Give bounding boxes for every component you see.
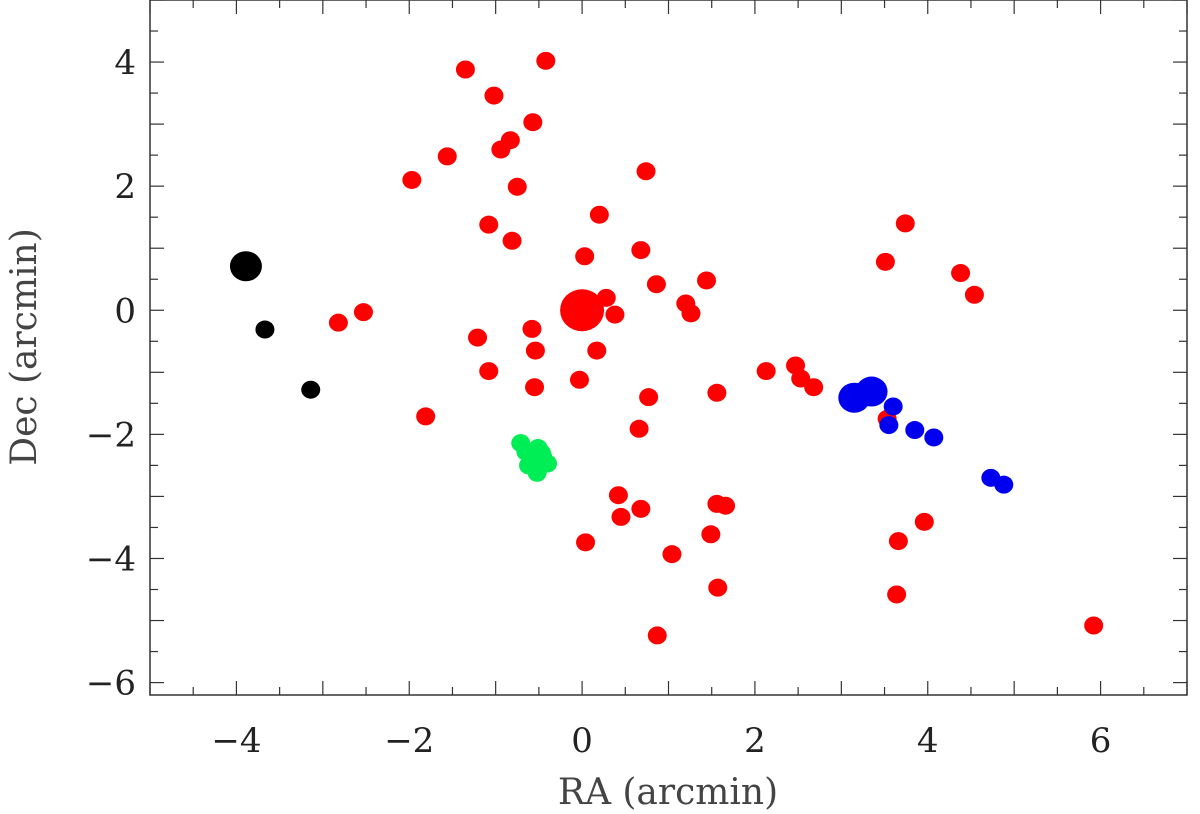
scatter-point xyxy=(701,525,721,544)
scatter-point xyxy=(479,215,499,234)
scatter-point xyxy=(697,271,717,290)
scatter-point xyxy=(523,113,543,132)
scatter-point xyxy=(875,252,895,271)
x-axis-label: RA (arcmin) xyxy=(558,772,778,813)
scatter-point xyxy=(611,507,631,526)
tick-labels: −4 −2 0 2 4 6 −6 −4 −2 0 2 4 xyxy=(86,43,1112,761)
data-points xyxy=(229,51,1104,645)
scatter-point xyxy=(924,428,944,447)
scatter-point xyxy=(804,378,824,397)
x-tick-label: 0 xyxy=(571,721,593,761)
scatter-point xyxy=(887,585,907,604)
scatter-point xyxy=(328,313,348,332)
axis-ticks xyxy=(149,0,1188,695)
scatter-point xyxy=(416,407,436,426)
scatter-point xyxy=(507,177,527,196)
scatter-point xyxy=(525,341,545,360)
scatter-point xyxy=(569,370,589,389)
scatter-point xyxy=(888,532,908,551)
scatter-point xyxy=(647,626,667,645)
scatter-point xyxy=(707,383,727,402)
scatter-point xyxy=(914,512,934,531)
y-tick-label: −6 xyxy=(86,664,136,704)
scatter-point xyxy=(681,304,701,323)
scatter-point xyxy=(608,486,628,505)
scatter-point xyxy=(491,140,511,159)
scatter-point xyxy=(631,241,651,260)
scatter-point xyxy=(994,475,1014,494)
scatter-point xyxy=(536,51,556,70)
scatter-point xyxy=(883,397,903,416)
scatter-point xyxy=(402,170,422,189)
x-tick-label: −2 xyxy=(384,721,434,761)
scatter-point xyxy=(879,416,899,435)
scatter-point xyxy=(301,380,321,399)
x-tick-label: 2 xyxy=(744,721,766,761)
scatter-point xyxy=(629,419,649,438)
scatter-point xyxy=(951,264,971,283)
scatter-point xyxy=(229,251,262,282)
scatter-point xyxy=(605,305,625,324)
scatter-point xyxy=(484,86,504,105)
scatter-point xyxy=(587,341,607,360)
scatter-point xyxy=(531,443,551,462)
scatter-point xyxy=(560,289,605,332)
y-tick-label: 2 xyxy=(114,167,136,207)
scatter-point xyxy=(502,231,522,250)
y-tick-label: −2 xyxy=(86,415,136,455)
scatter-point xyxy=(905,421,925,440)
scatter-point xyxy=(708,578,728,597)
scatter-point xyxy=(596,288,616,307)
y-axis-label: Dec (arcmin) xyxy=(4,228,45,466)
scatter-point xyxy=(437,147,457,166)
scatter-point xyxy=(716,496,736,515)
scatter-point xyxy=(646,275,666,294)
scatter-point xyxy=(756,362,776,381)
y-tick-label: 4 xyxy=(114,43,136,83)
scatter-point xyxy=(455,60,475,79)
scatter-point xyxy=(636,162,656,181)
y-tick-label: 0 xyxy=(114,291,136,331)
scatter-point xyxy=(468,328,488,347)
x-tick-label: 6 xyxy=(1090,721,1112,761)
scatter-point xyxy=(631,499,651,518)
y-tick-label: −4 xyxy=(86,539,136,579)
scatter-point xyxy=(639,388,659,407)
x-tick-label: 4 xyxy=(917,721,939,761)
scatter-point xyxy=(575,247,595,266)
scatter-point xyxy=(576,533,596,552)
scatter-point xyxy=(855,376,888,407)
scatter-point xyxy=(895,214,915,233)
scatter-point xyxy=(589,205,609,224)
scatter-point xyxy=(662,545,682,564)
scatter-point xyxy=(964,285,984,304)
scatter-point xyxy=(479,362,499,381)
scatter-point xyxy=(525,378,545,397)
plot-frame xyxy=(149,0,1188,696)
x-tick-label: −4 xyxy=(211,721,261,761)
scatter-point xyxy=(353,303,373,322)
scatter-point xyxy=(527,463,547,482)
scatter-point xyxy=(255,320,275,339)
scatter-point xyxy=(1084,616,1104,635)
scatter-point xyxy=(522,319,542,338)
